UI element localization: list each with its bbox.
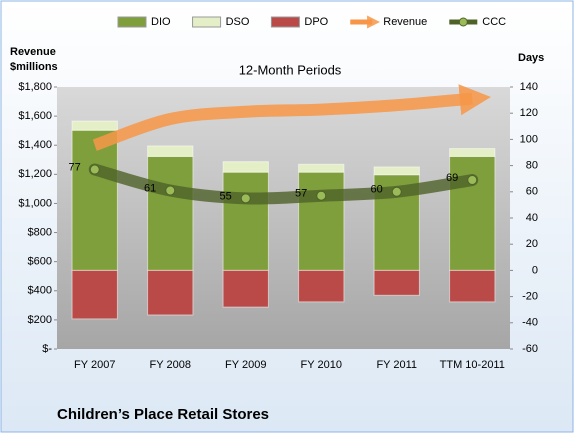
y-tick-label: $1,600 [18, 110, 52, 122]
y2-tick-label: 0 [532, 264, 538, 276]
y-tick-label: $1,200 [18, 168, 52, 180]
data-label: 61 [144, 182, 156, 194]
y-tick-label: $200 [28, 314, 52, 326]
bar [449, 148, 496, 157]
legend-swatch [458, 17, 468, 27]
bar [298, 171, 345, 271]
legend-label: DSO [226, 16, 250, 28]
x-tick-label: FY 2009 [225, 359, 266, 371]
bar [71, 269, 118, 320]
y-tick-label: $1,000 [18, 197, 52, 209]
bar [298, 163, 345, 173]
bar [222, 161, 269, 173]
y-tick-label: $600 [28, 256, 52, 268]
bar [449, 269, 496, 303]
y2-tick-label: -40 [522, 317, 538, 329]
y2-tick-label: -20 [522, 291, 538, 303]
y2-tick-label: 140 [520, 81, 538, 93]
ccc-line [88, 163, 479, 205]
plot-area [57, 87, 510, 349]
x-tick-label: FY 2011 [376, 359, 417, 371]
x-tick-label: TTM 10-2011 [440, 359, 505, 371]
legend-label: CCC [482, 16, 506, 28]
bar [298, 269, 345, 303]
legend-swatch [192, 16, 222, 28]
legend-label: Revenue [383, 16, 427, 28]
revenue-line [92, 84, 491, 151]
x-tick-label: FY 2008 [150, 359, 191, 371]
bar [71, 129, 118, 271]
bar [373, 166, 420, 176]
legend-label: DIO [151, 16, 171, 28]
y2-tick-label: 120 [520, 107, 538, 119]
y-tick-label: $400 [28, 285, 52, 297]
bar [147, 269, 194, 316]
y2-tick-label: 40 [526, 212, 538, 224]
legend-label: DPO [304, 16, 328, 28]
y2-axis-label: Days [518, 52, 544, 64]
data-label: 57 [295, 188, 307, 200]
chart-subtitle: Children’s Place Retail Stores [57, 406, 269, 423]
y2-tick-label: 80 [526, 160, 538, 172]
data-label: 55 [220, 190, 232, 202]
bar [147, 145, 194, 157]
y2-tick-label: 20 [526, 238, 538, 250]
x-tick-label: FY 2007 [74, 359, 115, 371]
ccc-point [89, 164, 100, 175]
y-tick-label: $- [42, 343, 52, 355]
ccc-point [467, 175, 478, 186]
y-axis-label: Revenue [10, 46, 56, 58]
y-axis-label: $millions [10, 61, 58, 73]
data-label: 60 [371, 184, 383, 196]
y-tick-label: $1,800 [18, 81, 52, 93]
legend-swatch [117, 16, 147, 28]
ccc-point [240, 193, 251, 204]
data-label: 77 [69, 161, 81, 173]
chart-title: 12-Month Periods [239, 62, 342, 77]
ccc-point [391, 186, 402, 197]
bar [373, 269, 420, 296]
data-label: 69 [446, 172, 458, 184]
x-tick-label: FY 2010 [301, 359, 342, 371]
bar [147, 155, 194, 271]
bar [71, 120, 118, 131]
bar [222, 171, 269, 271]
legend-swatch [270, 16, 300, 28]
bar [222, 269, 269, 308]
y2-tick-label: -60 [522, 343, 538, 355]
y2-tick-label: 100 [520, 133, 538, 145]
y-tick-label: $800 [28, 226, 52, 238]
y-tick-label: $1,400 [18, 139, 52, 151]
ccc-point [165, 185, 176, 196]
ccc-point [316, 190, 327, 201]
y2-tick-label: 60 [526, 186, 538, 198]
